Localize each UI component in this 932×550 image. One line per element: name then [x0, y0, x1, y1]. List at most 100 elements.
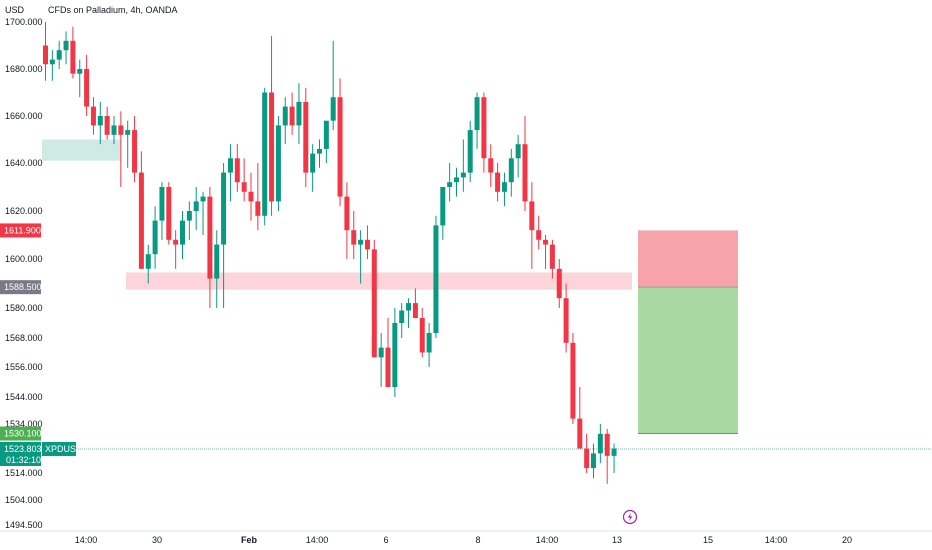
- y-tick-label: 1514.000: [5, 468, 43, 478]
- candle: [296, 83, 302, 145]
- support-zone[interactable]: [42, 139, 121, 161]
- candle-body: [125, 130, 131, 135]
- candle: [337, 78, 343, 207]
- x-tick-labels: 14:00 30 Feb 14:00 6 8 14:00 13 15 14:00 20: [75, 535, 852, 545]
- candle: [269, 36, 275, 216]
- candle-body: [269, 92, 275, 202]
- candle: [412, 288, 418, 318]
- candle: [49, 50, 55, 81]
- candle-body: [351, 230, 357, 245]
- y-axis[interactable]: USD 1700.000 1680.000 1660.000 1640.000 1620…: [5, 5, 43, 530]
- candle: [227, 144, 233, 202]
- price-tags: 1611.900 1588.500 1530.100 1523.803 01:3…: [0, 223, 83, 466]
- candle-body: [495, 172, 501, 192]
- candle-body: [63, 40, 69, 51]
- candle-body: [56, 50, 62, 60]
- candle-body: [337, 97, 343, 197]
- candle-body: [529, 201, 535, 231]
- candle: [447, 163, 453, 202]
- candle: [166, 182, 172, 245]
- candle: [159, 182, 165, 240]
- candle: [460, 139, 466, 192]
- candle-body: [549, 244, 555, 269]
- target-price-label: 1530.100: [4, 429, 42, 439]
- candle-body: [364, 239, 370, 250]
- candle-body: [426, 333, 432, 353]
- countdown-label: 01:32:10: [6, 455, 41, 465]
- candle-body: [303, 101, 309, 173]
- resistance-zone[interactable]: [126, 272, 632, 290]
- candle-body: [138, 172, 144, 269]
- candle: [371, 239, 377, 358]
- target-tag: 1530.100: [0, 426, 42, 441]
- candle: [323, 120, 329, 163]
- candle-body: [454, 177, 459, 183]
- candle: [378, 333, 384, 387]
- candle: [433, 215, 439, 338]
- candle: [406, 298, 412, 328]
- candle-body: [392, 323, 398, 387]
- candle: [255, 163, 261, 231]
- candle: [549, 239, 555, 279]
- x-tick-label: 20: [842, 535, 852, 545]
- take-profit-zone[interactable]: [638, 287, 738, 434]
- candle-body: [385, 347, 391, 387]
- y-tick-label: 1544.000: [5, 392, 43, 402]
- candle-body: [501, 182, 507, 192]
- candle: [454, 167, 459, 197]
- candle: [522, 116, 528, 211]
- candle: [556, 259, 562, 308]
- candle: [344, 182, 350, 259]
- candle: [536, 215, 542, 250]
- candle: [440, 187, 446, 240]
- candle: [303, 87, 309, 187]
- candle: [543, 235, 549, 269]
- candle-body: [597, 433, 603, 454]
- candle-body: [522, 144, 528, 202]
- entry-tag: 1588.500: [0, 280, 42, 295]
- y-tick-label: 1680.000: [5, 64, 43, 74]
- candle-body: [227, 158, 233, 173]
- candle: [508, 148, 514, 197]
- candle-body: [344, 196, 350, 231]
- candles: [43, 22, 617, 484]
- candle-body: [70, 40, 76, 74]
- x-tick-label: 8: [475, 535, 480, 545]
- stop-loss-zone[interactable]: [638, 230, 738, 288]
- y-tick-label: 1534.000: [5, 419, 43, 429]
- candle-body: [508, 158, 514, 183]
- candle-body: [419, 318, 425, 353]
- candle: [584, 433, 590, 473]
- candle-body: [556, 268, 562, 299]
- candle: [385, 318, 391, 387]
- candle: [56, 40, 62, 69]
- candle-body: [214, 244, 220, 279]
- candle: [611, 443, 617, 473]
- candle: [591, 443, 596, 479]
- candle-body: [145, 254, 151, 269]
- candle-body: [173, 239, 179, 245]
- candle-body: [515, 144, 521, 159]
- candle: [330, 40, 336, 131]
- candle: [125, 120, 131, 168]
- candle-body: [611, 448, 617, 456]
- x-axis[interactable]: 14:00 30 Feb 14:00 6 8 14:00 13 15 14:00 20: [0, 530, 932, 545]
- candle-body: [97, 116, 103, 126]
- candle-body: [104, 116, 110, 135]
- currency-label: USD: [5, 5, 25, 15]
- candle-body: [584, 448, 590, 469]
- candle: [399, 303, 405, 338]
- candle: [200, 191, 206, 235]
- candle-body: [474, 97, 480, 131]
- candle-body: [166, 187, 172, 240]
- candle: [193, 187, 199, 231]
- y-tick-label: 1700.000: [5, 17, 43, 27]
- candle: [597, 424, 603, 464]
- candle: [214, 230, 220, 308]
- lightning-icon[interactable]: [622, 509, 638, 525]
- candle-body: [255, 201, 261, 216]
- candle: [310, 144, 316, 192]
- candle: [358, 230, 364, 284]
- candle-body: [604, 433, 610, 456]
